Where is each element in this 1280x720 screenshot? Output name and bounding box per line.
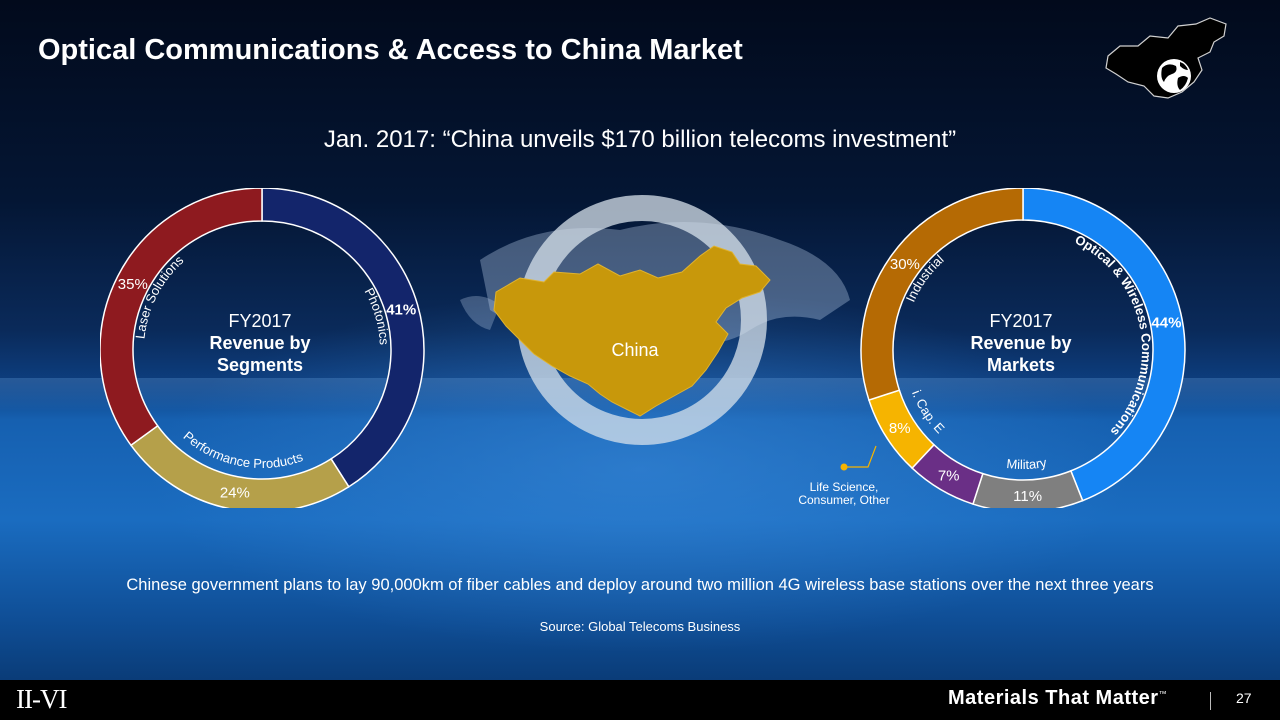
china-map-icon [1105,17,1227,99]
world-map-graphic [460,195,850,445]
footer-bar [0,680,1280,720]
segments-center-line2: Revenue by [209,333,311,353]
callout-leader-line [840,445,877,471]
page-title: Optical Communications & Access to China… [38,34,743,66]
china-map-label: China [611,340,659,360]
segments-donut-center-text: FY2017 Revenue by Segments [188,310,332,376]
tagline: Materials That Matter™ [948,687,1167,710]
slice-optical-wireless-communications [1022,188,1186,502]
value-label-laser-solutions: 35% [118,276,148,293]
bottom-note: Chinese government plans to lay 90,000km… [126,576,1154,594]
value-label-life-science-consumer-other: 7% [938,468,960,485]
markets-donut-chart: 44%Optical & Wireless Communications11%M… [860,188,1186,508]
segments-center-line3: Segments [216,355,304,375]
subtitle: Jan. 2017: “China unveils $170 billion t… [323,126,957,153]
company-logo: II-VI [16,684,67,714]
value-label-industrial: 30% [890,256,920,273]
globe-icon [1157,59,1191,93]
trademark-mark: ™ [1158,689,1168,699]
markets-donut-center-text: FY2017 Revenue by Markets [949,310,1093,376]
china-map-shape [493,245,771,417]
value-label-military: 11% [1013,488,1042,505]
value-label-performance-products: 24% [220,484,250,501]
value-label-semi-cap-equip: 8% [889,420,911,437]
markets-center-line2: Revenue by [970,333,1072,353]
source-note: Source: Global Telecoms Business [539,619,741,634]
markets-center-line3: Markets [986,355,1056,375]
value-label-optical-wireless-communications: 44% [1151,315,1181,332]
tagline-text: Materials That Matter [948,687,1159,709]
slice-industrial [860,188,1024,402]
category-label-military: Military [1006,455,1048,472]
slice-laser-solutions [100,188,263,447]
value-label-photonics: 41% [386,302,416,319]
segments-center-line1: FY2017 [228,311,292,331]
page-number: 27 [1236,690,1252,706]
markets-center-line1: FY2017 [989,311,1053,331]
footer-separator [1210,692,1211,710]
callout-label: Life Science, Consumer, Other [798,480,890,507]
